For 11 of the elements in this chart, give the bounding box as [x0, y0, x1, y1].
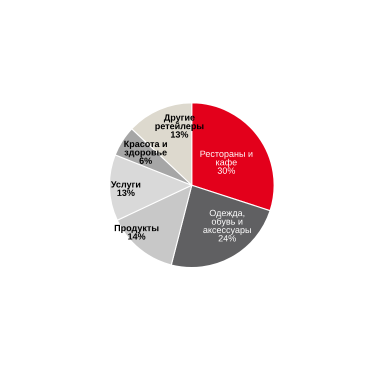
slice-label: Рестораны и кафе	[200, 150, 252, 168]
slice-label: Услуги	[110, 181, 140, 190]
data-label: 6%	[139, 158, 152, 164]
data-label: 13%	[117, 190, 135, 196]
slice-label: Одежда, обувь и аксессуары	[203, 210, 251, 235]
data-label: 14%	[128, 233, 146, 240]
slice-label: Продукты	[114, 224, 158, 233]
data-label: 24%	[218, 235, 236, 242]
data-label: 30%	[218, 167, 236, 174]
slice-label: Красота и здоровье	[124, 140, 167, 158]
data-label: 13%	[170, 131, 188, 138]
